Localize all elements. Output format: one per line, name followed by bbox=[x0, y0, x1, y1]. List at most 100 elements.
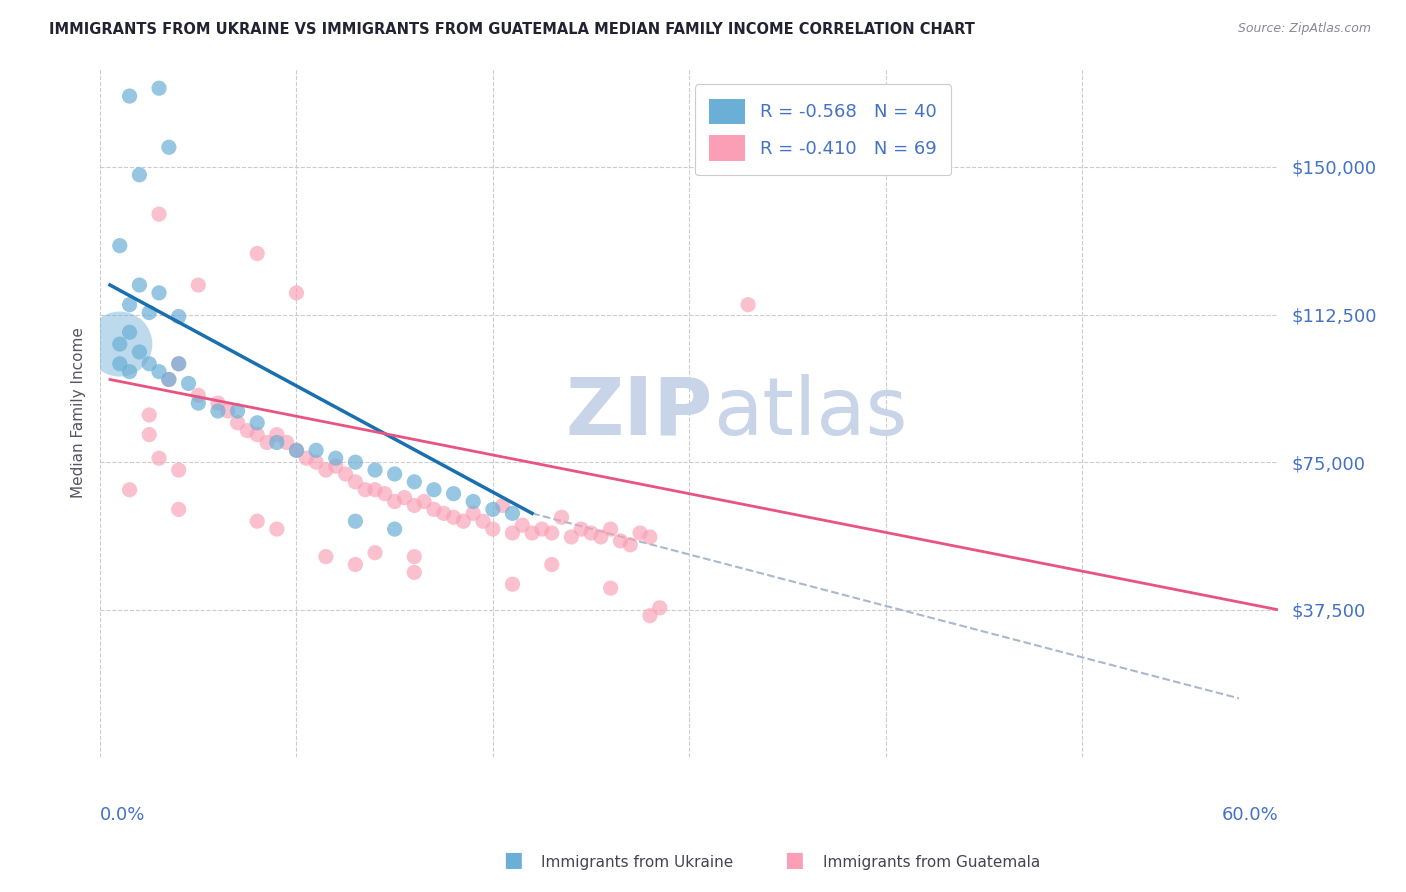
Point bbox=[599, 522, 621, 536]
Point bbox=[404, 475, 426, 489]
Point bbox=[354, 483, 377, 497]
Point bbox=[501, 526, 523, 541]
Point bbox=[118, 483, 141, 497]
Point bbox=[619, 538, 641, 552]
Point bbox=[569, 522, 592, 536]
Point bbox=[285, 443, 308, 458]
Point bbox=[285, 285, 308, 300]
Point bbox=[305, 443, 328, 458]
Text: atlas: atlas bbox=[713, 374, 907, 452]
Point bbox=[128, 278, 150, 293]
Point bbox=[482, 502, 505, 516]
Point bbox=[266, 435, 288, 450]
Point bbox=[492, 499, 515, 513]
Legend: R = -0.568   N = 40, R = -0.410   N = 69: R = -0.568 N = 40, R = -0.410 N = 69 bbox=[695, 85, 950, 175]
Text: 0.0%: 0.0% bbox=[100, 805, 145, 823]
Point bbox=[520, 526, 543, 541]
Point bbox=[148, 365, 170, 379]
Point bbox=[609, 533, 631, 548]
Point bbox=[364, 483, 387, 497]
Point bbox=[157, 372, 180, 386]
Point bbox=[167, 310, 190, 324]
Point bbox=[648, 600, 671, 615]
Point bbox=[108, 357, 131, 371]
Point bbox=[157, 372, 180, 386]
Point bbox=[118, 365, 141, 379]
Point bbox=[404, 549, 426, 564]
Point bbox=[638, 608, 661, 623]
Point bbox=[472, 514, 495, 528]
Point bbox=[344, 514, 367, 528]
Point bbox=[463, 494, 485, 508]
Point bbox=[501, 577, 523, 591]
Point bbox=[226, 416, 249, 430]
Point bbox=[579, 526, 602, 541]
Point bbox=[374, 486, 396, 500]
Point bbox=[443, 486, 465, 500]
Point bbox=[560, 530, 582, 544]
Point bbox=[394, 491, 416, 505]
Point bbox=[138, 408, 160, 422]
Point bbox=[413, 494, 436, 508]
Point bbox=[138, 427, 160, 442]
Y-axis label: Median Family Income: Median Family Income bbox=[72, 327, 86, 499]
Point bbox=[256, 435, 278, 450]
Point bbox=[118, 89, 141, 103]
Point bbox=[138, 305, 160, 319]
Point bbox=[187, 388, 209, 402]
Point bbox=[98, 0, 121, 4]
Point bbox=[285, 443, 308, 458]
Point bbox=[276, 435, 298, 450]
Point bbox=[295, 451, 318, 466]
Text: Source: ZipAtlas.com: Source: ZipAtlas.com bbox=[1237, 22, 1371, 36]
Point bbox=[167, 502, 190, 516]
Point bbox=[384, 522, 406, 536]
Point bbox=[423, 502, 446, 516]
Point bbox=[177, 376, 200, 391]
Text: ZIP: ZIP bbox=[565, 374, 713, 452]
Point bbox=[628, 526, 651, 541]
Point bbox=[325, 459, 347, 474]
Point bbox=[737, 298, 759, 312]
Point bbox=[118, 325, 141, 339]
Point bbox=[404, 499, 426, 513]
Point bbox=[364, 463, 387, 477]
Text: Immigrants from Ukraine: Immigrants from Ukraine bbox=[541, 855, 734, 870]
Point bbox=[344, 455, 367, 469]
Point bbox=[423, 483, 446, 497]
Text: ■: ■ bbox=[785, 850, 804, 870]
Point bbox=[148, 285, 170, 300]
Point bbox=[148, 81, 170, 95]
Point bbox=[157, 140, 180, 154]
Point bbox=[207, 404, 229, 418]
Point bbox=[266, 522, 288, 536]
Point bbox=[128, 345, 150, 359]
Point bbox=[599, 581, 621, 595]
Point bbox=[246, 427, 269, 442]
Text: IMMIGRANTS FROM UKRAINE VS IMMIGRANTS FROM GUATEMALA MEDIAN FAMILY INCOME CORREL: IMMIGRANTS FROM UKRAINE VS IMMIGRANTS FR… bbox=[49, 22, 976, 37]
Point bbox=[167, 357, 190, 371]
Point bbox=[404, 566, 426, 580]
Point bbox=[335, 467, 357, 481]
Point bbox=[384, 494, 406, 508]
Point bbox=[453, 514, 475, 528]
Point bbox=[305, 455, 328, 469]
Point bbox=[148, 451, 170, 466]
Text: Immigrants from Guatemala: Immigrants from Guatemala bbox=[823, 855, 1040, 870]
Point bbox=[364, 546, 387, 560]
Point bbox=[530, 522, 553, 536]
Point bbox=[463, 506, 485, 520]
Point bbox=[510, 518, 533, 533]
Point bbox=[108, 337, 131, 351]
Point bbox=[589, 530, 612, 544]
Point bbox=[118, 298, 141, 312]
Point bbox=[226, 404, 249, 418]
Point bbox=[315, 549, 337, 564]
Point bbox=[315, 463, 337, 477]
Text: 60.0%: 60.0% bbox=[1222, 805, 1278, 823]
Point bbox=[433, 506, 456, 520]
Point bbox=[540, 526, 562, 541]
Point bbox=[167, 463, 190, 477]
Point bbox=[148, 207, 170, 221]
Point bbox=[482, 522, 505, 536]
